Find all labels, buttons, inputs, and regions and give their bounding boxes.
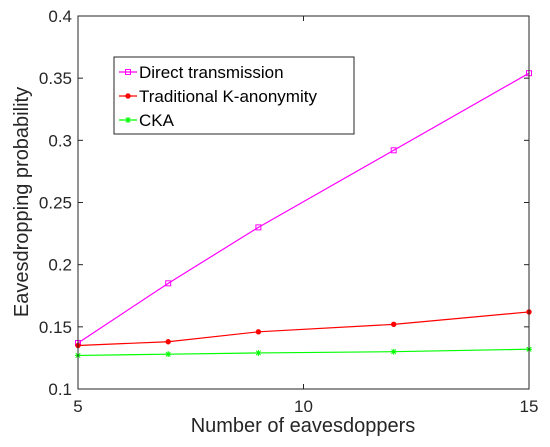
axes-layer: 5 10 15 0.1 0.15 0.2 0.25 0.3 0.35 0.4 bbox=[39, 7, 539, 416]
y-tick-label: 0.3 bbox=[48, 131, 72, 150]
data-point-2-4 bbox=[391, 321, 397, 328]
legend-marker bbox=[125, 93, 131, 99]
legend-entry-2: Traditional K-anonymity bbox=[119, 87, 317, 106]
legend-label: Direct transmission bbox=[139, 63, 284, 82]
data-point-1-4 bbox=[390, 147, 397, 154]
legend-box bbox=[113, 56, 355, 135]
y-tick-label: 0.1 bbox=[48, 380, 72, 399]
series-line-1 bbox=[77, 72, 530, 344]
x-tick-label: 10 bbox=[294, 397, 313, 416]
data-point-3-4 bbox=[390, 348, 397, 355]
legend-entry-1: Direct transmission bbox=[119, 63, 284, 82]
y-tick-label: 0.25 bbox=[39, 194, 72, 213]
legend: Direct transmission Traditional K-anonymi… bbox=[113, 56, 355, 135]
y-axis-label: Eavesdropping probability bbox=[11, 87, 33, 317]
legend-marker bbox=[125, 69, 131, 75]
y-tick-label: 0.15 bbox=[39, 318, 72, 337]
legend-label: CKA bbox=[139, 111, 175, 130]
series-2 bbox=[75, 309, 532, 349]
data-point-3-3 bbox=[255, 349, 262, 356]
x-tick-label: 5 bbox=[73, 397, 82, 416]
y-tick-label: 0.2 bbox=[48, 256, 72, 275]
x-axis-label: Number of eavesdoppers bbox=[191, 415, 416, 437]
data-point-1-2 bbox=[165, 280, 172, 287]
data-point-1-3 bbox=[255, 224, 262, 231]
y-tick-label: 0.4 bbox=[48, 7, 72, 26]
data-point-2-2 bbox=[165, 339, 171, 345]
legend-marker bbox=[125, 117, 131, 123]
legend-label: Traditional K-anonymity bbox=[139, 87, 317, 106]
series-layer bbox=[75, 70, 532, 359]
y-tick-label: 0.35 bbox=[39, 69, 72, 88]
legend-entry-3: CKA bbox=[119, 111, 175, 130]
data-point-2-3 bbox=[255, 329, 262, 335]
x-tick-label: 15 bbox=[520, 397, 539, 416]
data-point-3-2 bbox=[165, 351, 172, 358]
